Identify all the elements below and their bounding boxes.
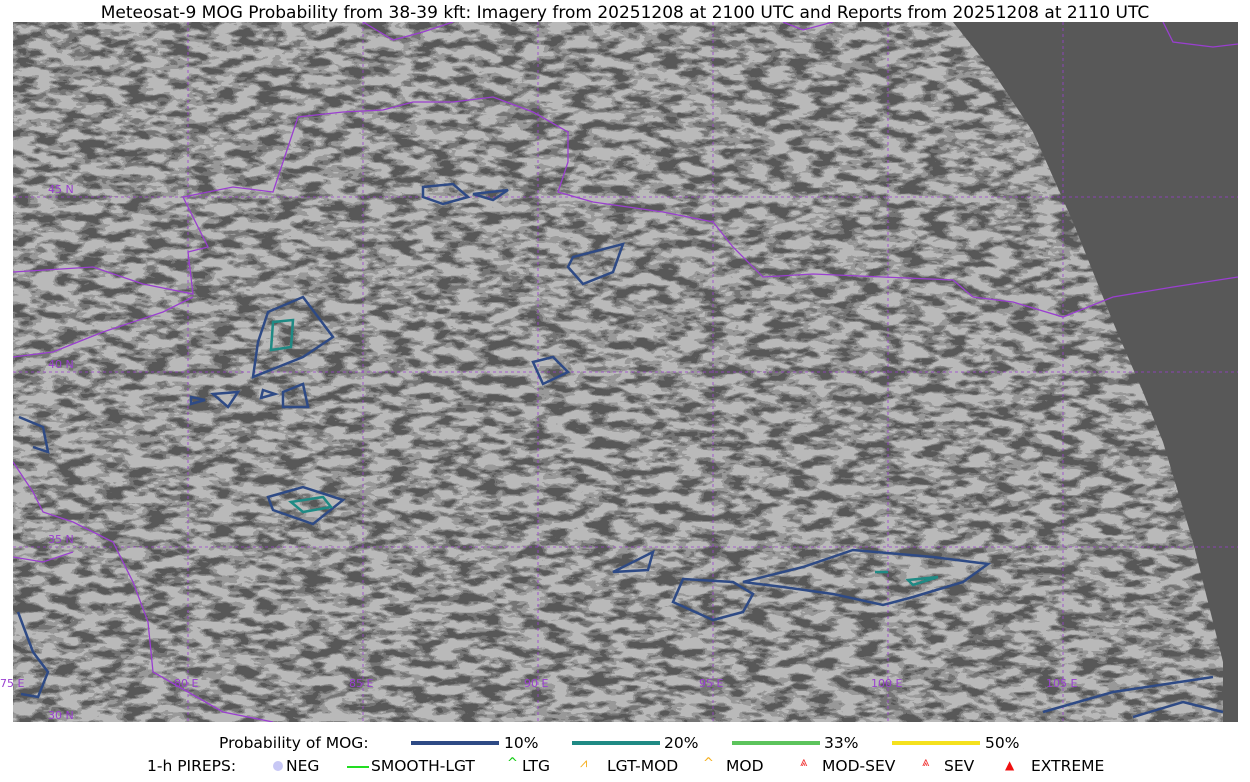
pirep-smooth-lgt: SMOOTH-LGT bbox=[371, 757, 475, 775]
caret-icon: ^ bbox=[507, 756, 518, 771]
pirep-sev: SEV bbox=[944, 757, 975, 775]
pirep-mod: MOD bbox=[726, 757, 764, 775]
level-50: 50% bbox=[985, 734, 1020, 752]
level-33: 33% bbox=[824, 734, 859, 752]
caret-icon: ^ bbox=[703, 756, 714, 771]
lat-label-35: 35 N bbox=[48, 533, 74, 546]
lon-label-105: 105 E bbox=[1046, 677, 1078, 690]
lon-label-80: 80 E bbox=[174, 677, 199, 690]
pirep-lgt-mod: LGT-MOD bbox=[607, 757, 679, 775]
neg-circle-icon bbox=[273, 761, 283, 771]
level-10: 10% bbox=[504, 734, 539, 752]
pirep-extreme: EXTREME bbox=[1031, 757, 1105, 775]
swatch-33 bbox=[732, 741, 820, 745]
double-caret-icon: ⩓ bbox=[800, 755, 808, 770]
swatch-20 bbox=[572, 741, 660, 745]
caret-bar-icon: ⩘ bbox=[580, 756, 588, 771]
mog-10pct-contours bbox=[16, 182, 1224, 719]
swatch-10 bbox=[411, 741, 499, 745]
lon-label-90: 90 E bbox=[524, 677, 549, 690]
gridlines bbox=[13, 22, 1238, 722]
lon-label-85: 85 E bbox=[349, 677, 374, 690]
probability-legend: Probability of MOG: 10% 20% 33% 50% bbox=[0, 734, 1250, 754]
pirep-neg: NEG bbox=[286, 757, 320, 775]
probability-legend-label: Probability of MOG: bbox=[219, 734, 369, 752]
line-icon bbox=[347, 766, 369, 768]
lat-label-45: 45 N bbox=[48, 183, 74, 196]
swatch-50 bbox=[892, 741, 980, 745]
lon-label-75: 75 E bbox=[0, 677, 25, 690]
filled-triangle-icon: ▲ bbox=[1005, 758, 1015, 772]
pireps-legend-label: 1-h PIREPS: bbox=[147, 757, 237, 775]
country-borders bbox=[13, 22, 1238, 722]
lat-label-40: 40 N bbox=[48, 358, 74, 371]
double-caret-icon: ⩓ bbox=[922, 755, 930, 770]
satellite-map bbox=[13, 22, 1238, 722]
lon-label-100: 100 E bbox=[871, 677, 903, 690]
lat-label-30: 30 N bbox=[48, 709, 74, 722]
level-20: 20% bbox=[664, 734, 699, 752]
pirep-mod-sev: MOD-SEV bbox=[822, 757, 896, 775]
pireps-legend: 1-h PIREPS: NEG SMOOTH-LGT ^ LTG ⩘ LGT-M… bbox=[0, 755, 1250, 777]
lon-label-95: 95 E bbox=[699, 677, 724, 690]
pirep-ltg: LTG bbox=[522, 757, 550, 775]
mog-20pct-contours bbox=[269, 318, 939, 587]
chart-title: Meteosat-9 MOG Probability from 38-39 kf… bbox=[100, 3, 1150, 23]
